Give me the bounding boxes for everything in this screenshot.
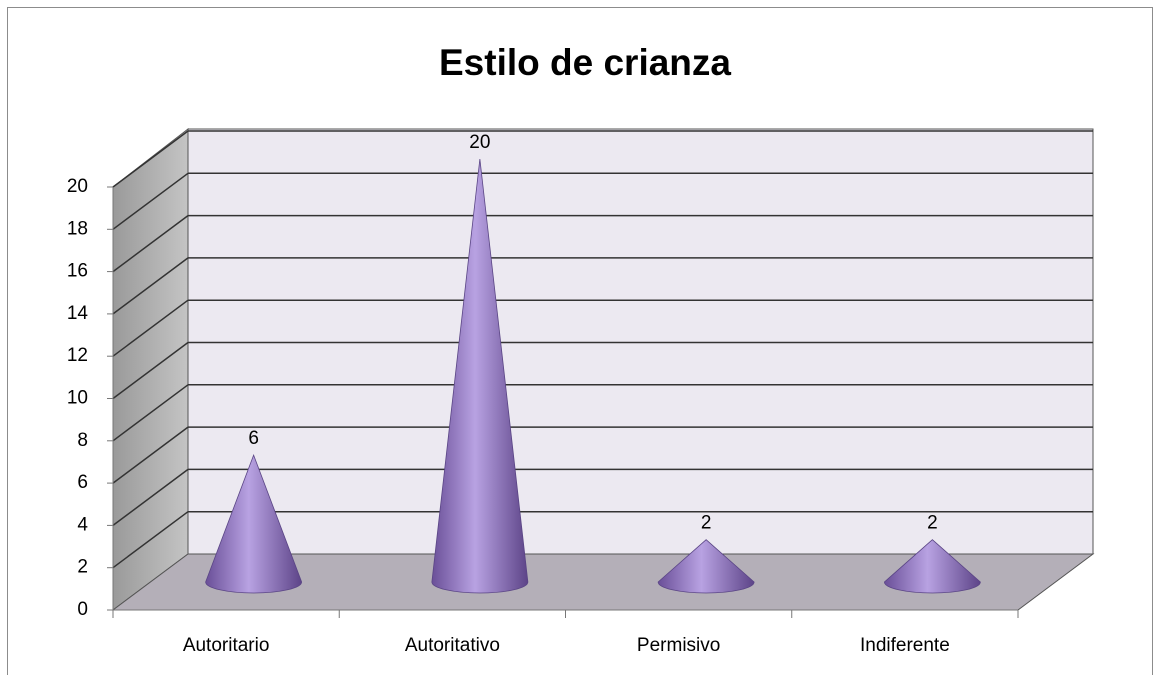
grid-line	[112, 214, 189, 273]
y-tick-label: 14	[67, 303, 89, 324]
y-tick-label: 6	[77, 472, 88, 493]
grid-line	[112, 130, 189, 188]
cone	[431, 158, 529, 594]
grid-line	[112, 257, 189, 315]
y-tick-label: 18	[67, 218, 88, 239]
data-label: 2	[701, 513, 712, 534]
cone	[883, 539, 981, 594]
y-tick-label: 10	[67, 388, 88, 409]
y-tick-label: 20	[67, 176, 88, 197]
cone	[205, 453, 303, 594]
y-tick-label: 12	[67, 345, 88, 366]
y-tick-label: 16	[67, 261, 88, 282]
y-tick-label: 0	[77, 599, 88, 620]
grid-line	[112, 384, 189, 442]
y-tick-label: 8	[77, 430, 88, 451]
cone	[657, 539, 755, 594]
y-tick-label: 4	[77, 514, 88, 535]
x-tick-label: Permisivo	[637, 635, 720, 656]
chart-title: Estilo de crianza	[439, 42, 731, 83]
back-wall	[187, 128, 1094, 555]
x-tick-label: Indiferente	[860, 635, 950, 656]
grid-line	[112, 468, 189, 527]
data-label: 2	[927, 513, 938, 534]
grid-line	[112, 341, 189, 400]
grid-line	[112, 511, 189, 569]
grid-line	[112, 172, 189, 230]
x-tick-label: Autoritativo	[405, 635, 500, 656]
y-tick-label: 2	[77, 557, 88, 578]
data-label: 6	[248, 428, 259, 449]
grid-line	[112, 426, 189, 484]
x-tick-label: Autoritario	[183, 635, 270, 656]
grid-line	[112, 299, 189, 357]
data-label: 20	[469, 132, 490, 153]
